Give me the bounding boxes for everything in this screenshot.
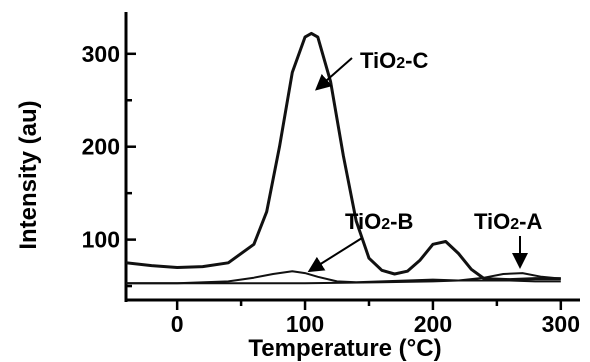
series-label: TiO2-C bbox=[360, 48, 428, 73]
series-line bbox=[125, 31, 561, 282]
x-tick-label: 300 bbox=[542, 311, 580, 337]
axes: 100 200 300 0 100 200 300 bbox=[82, 12, 580, 337]
series-annotations: TiO2-C TiO2-B TiO2-A bbox=[307, 48, 542, 273]
series-pointer-arrow bbox=[315, 57, 353, 91]
y-tick-label: 100 bbox=[82, 227, 120, 253]
y-tick-label: 200 bbox=[82, 134, 120, 160]
series-label: TiO2-B bbox=[345, 209, 413, 234]
x-tick-label: 0 bbox=[171, 311, 184, 337]
y-tick-label: 300 bbox=[82, 41, 120, 67]
y-axis-title: Intensity (au) bbox=[15, 100, 42, 249]
series-lines bbox=[125, 31, 561, 285]
x-tick-label: 100 bbox=[286, 311, 324, 337]
series-pointer-arrow bbox=[307, 237, 363, 273]
series-line bbox=[126, 272, 561, 285]
series-line bbox=[126, 270, 561, 285]
x-tick-label: 200 bbox=[414, 311, 452, 337]
series-label: TiO2-A bbox=[474, 209, 542, 234]
x-axis-title: Temperature (°C) bbox=[248, 335, 441, 362]
